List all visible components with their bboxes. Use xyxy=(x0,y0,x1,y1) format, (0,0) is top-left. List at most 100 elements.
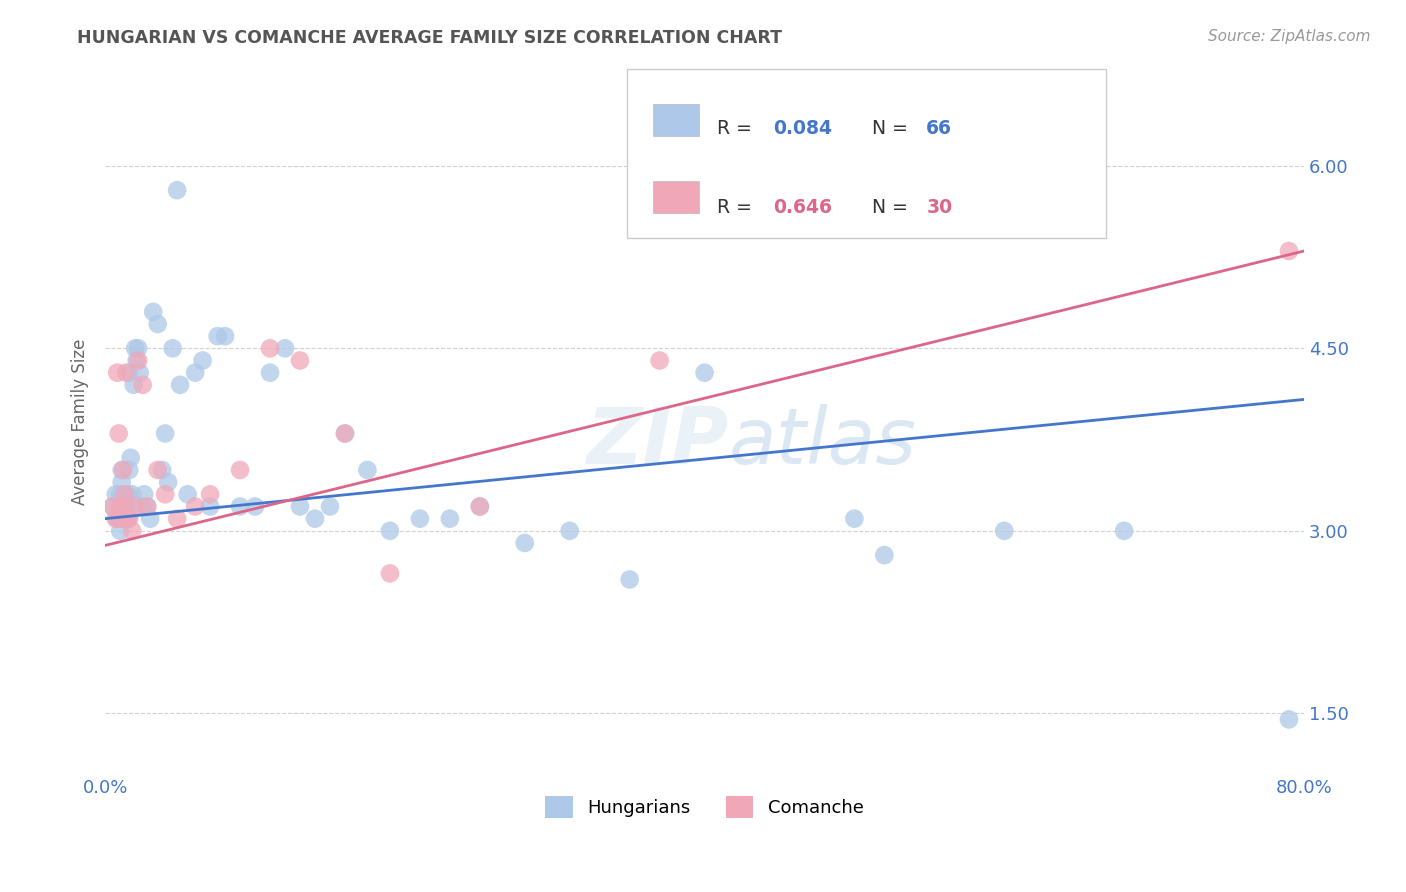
Point xyxy=(873,548,896,562)
Point xyxy=(648,353,671,368)
Point xyxy=(124,342,146,356)
Text: atlas: atlas xyxy=(728,404,917,481)
Point xyxy=(198,500,221,514)
Point xyxy=(176,487,198,501)
Point xyxy=(114,500,136,514)
Point xyxy=(108,524,131,538)
Point xyxy=(121,524,143,538)
Point xyxy=(288,500,311,514)
Point xyxy=(118,511,141,525)
Text: HUNGARIAN VS COMANCHE AVERAGE FAMILY SIZE CORRELATION CHART: HUNGARIAN VS COMANCHE AVERAGE FAMILY SIZ… xyxy=(77,29,782,47)
Point xyxy=(111,463,134,477)
Point xyxy=(108,500,131,514)
Point xyxy=(162,342,184,356)
Point xyxy=(118,366,141,380)
Text: 30: 30 xyxy=(927,198,952,217)
Point xyxy=(214,329,236,343)
Text: R =: R = xyxy=(717,198,758,217)
Point xyxy=(439,511,461,525)
Point xyxy=(243,500,266,514)
Point xyxy=(146,317,169,331)
FancyBboxPatch shape xyxy=(652,181,699,213)
Point xyxy=(153,487,176,501)
Point xyxy=(198,487,221,501)
Text: 0.646: 0.646 xyxy=(773,198,832,217)
Point xyxy=(105,366,128,380)
Point xyxy=(111,475,134,490)
Point xyxy=(229,463,252,477)
Text: 66: 66 xyxy=(927,120,952,138)
Point xyxy=(142,305,165,319)
Point xyxy=(1278,244,1301,258)
Point xyxy=(844,511,866,525)
Point xyxy=(693,366,716,380)
Point xyxy=(150,463,173,477)
Point xyxy=(558,524,581,538)
Point xyxy=(333,426,356,441)
Legend: Hungarians, Comanche: Hungarians, Comanche xyxy=(538,789,870,825)
Point xyxy=(114,487,136,501)
Point xyxy=(117,511,139,525)
Point xyxy=(1114,524,1136,538)
Point xyxy=(124,500,146,514)
Point xyxy=(131,500,153,514)
Point xyxy=(288,353,311,368)
Point xyxy=(207,329,229,343)
Point xyxy=(118,463,141,477)
FancyBboxPatch shape xyxy=(652,103,699,136)
Text: Source: ZipAtlas.com: Source: ZipAtlas.com xyxy=(1208,29,1371,45)
Point xyxy=(157,475,180,490)
Point xyxy=(115,511,138,525)
Point xyxy=(166,183,188,197)
Text: ZIP: ZIP xyxy=(586,404,728,481)
Point xyxy=(191,353,214,368)
Point xyxy=(111,500,134,514)
Point xyxy=(125,353,148,368)
Point xyxy=(356,463,378,477)
Point xyxy=(115,500,138,514)
Point xyxy=(105,511,128,525)
Point xyxy=(121,487,143,501)
Point xyxy=(114,511,136,525)
Point xyxy=(319,500,342,514)
Point xyxy=(101,500,124,514)
Point xyxy=(229,500,252,514)
Point xyxy=(184,500,207,514)
Point xyxy=(120,450,142,465)
Point xyxy=(115,366,138,380)
Point xyxy=(104,487,127,501)
Point xyxy=(117,487,139,501)
Point xyxy=(112,487,135,501)
Point xyxy=(1278,712,1301,726)
Point xyxy=(134,487,156,501)
Point xyxy=(117,511,139,525)
Point xyxy=(101,500,124,514)
Point xyxy=(304,511,326,525)
Point xyxy=(153,426,176,441)
Point xyxy=(107,511,129,525)
Point xyxy=(274,342,297,356)
Text: 0.084: 0.084 xyxy=(773,120,832,138)
Point xyxy=(108,500,131,514)
Point xyxy=(993,524,1015,538)
Point xyxy=(259,366,281,380)
Point xyxy=(136,500,159,514)
Point xyxy=(127,342,149,356)
Point xyxy=(513,536,536,550)
Point xyxy=(108,511,131,525)
Point xyxy=(128,366,150,380)
Point xyxy=(112,500,135,514)
Point xyxy=(169,377,191,392)
Point xyxy=(468,500,491,514)
Text: R =: R = xyxy=(717,120,758,138)
Point xyxy=(259,342,281,356)
Point xyxy=(184,366,207,380)
FancyBboxPatch shape xyxy=(627,69,1107,238)
Point xyxy=(146,463,169,477)
Point xyxy=(378,524,401,538)
Point xyxy=(108,487,131,501)
Point xyxy=(127,353,149,368)
Point xyxy=(131,377,153,392)
Point xyxy=(122,377,145,392)
Point xyxy=(468,500,491,514)
